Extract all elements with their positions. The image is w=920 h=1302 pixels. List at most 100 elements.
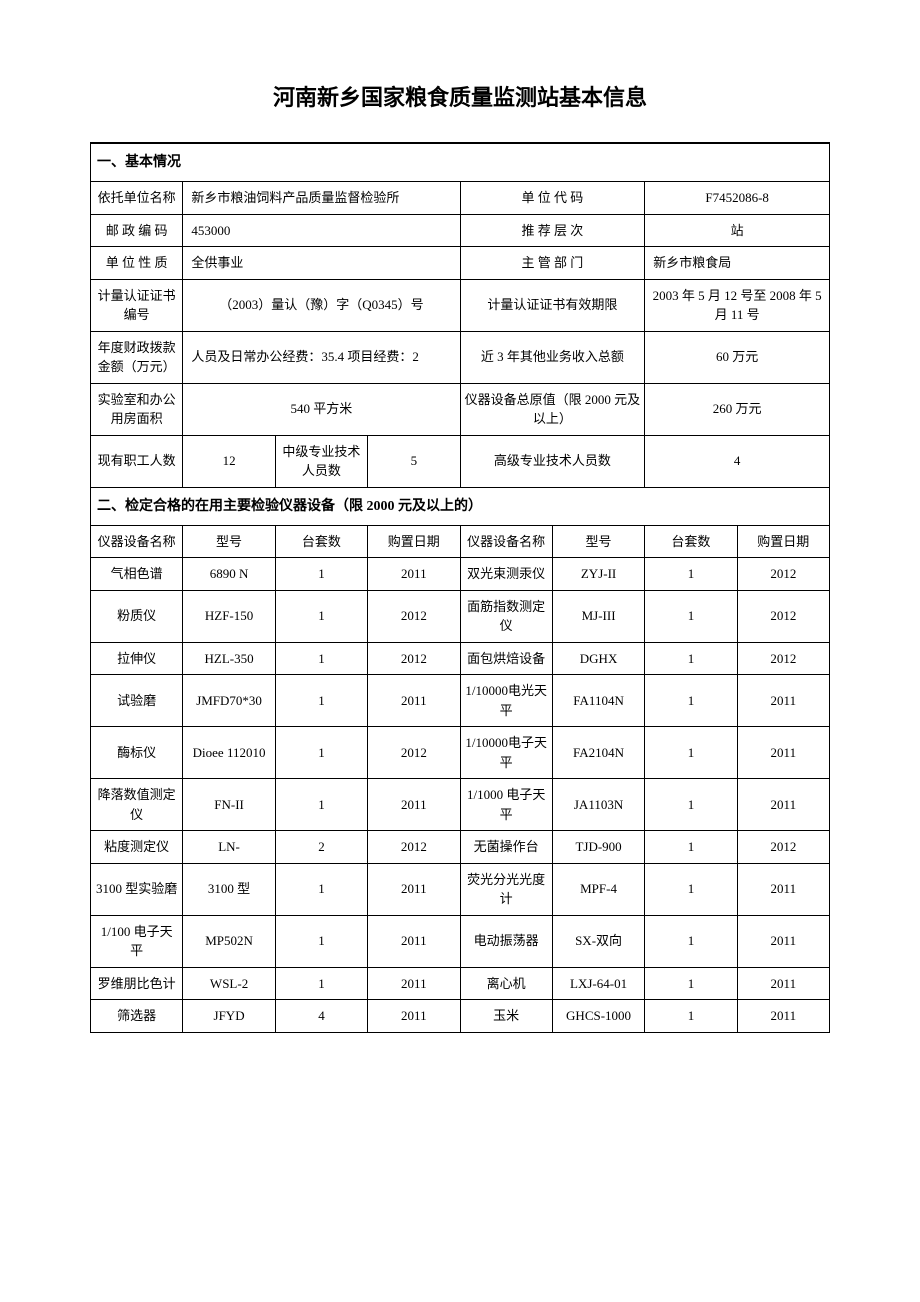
table-cell: JA1103N xyxy=(552,779,644,831)
table-cell: 粉质仪 xyxy=(91,590,183,642)
table-cell: 1 xyxy=(645,1000,737,1033)
table-cell: 2011 xyxy=(368,779,460,831)
table-cell: JFYD xyxy=(183,1000,275,1033)
table-row: 单 位 性 质 全供事业 主 管 部 门 新乡市粮食局 xyxy=(91,247,830,280)
label-unit-code: 单 位 代 码 xyxy=(460,182,645,215)
table-cell: 1 xyxy=(275,915,367,967)
table-cell: 1 xyxy=(645,779,737,831)
page-title: 河南新乡国家粮食质量监测站基本信息 xyxy=(90,80,830,112)
table-row: 试验磨JMFD70*30120111/10000电光天平FA1104N12011 xyxy=(91,675,830,727)
table-cell: FA2104N xyxy=(552,727,644,779)
table-cell: 1 xyxy=(645,863,737,915)
table-cell: HZL-350 xyxy=(183,642,275,675)
value-staff: 12 xyxy=(183,435,275,487)
table-cell: 4 xyxy=(275,1000,367,1033)
table-row: 年度财政拨款金额（万元） 人员及日常办公经费：35.4 项目经费：2 近 3 年… xyxy=(91,331,830,383)
table-cell: 面包烘焙设备 xyxy=(460,642,552,675)
table-cell: 荧光分光光度计 xyxy=(460,863,552,915)
label-supervisor: 主 管 部 门 xyxy=(460,247,645,280)
table-cell: 3100 型实验磨 xyxy=(91,863,183,915)
table-cell: 1 xyxy=(645,915,737,967)
table-cell: 2011 xyxy=(368,675,460,727)
table-row: 粉质仪HZF-15012012面筋指数测定仪MJ-III12012 xyxy=(91,590,830,642)
label-mid-tech: 中级专业技术人员数 xyxy=(275,435,367,487)
table-cell: 3100 型 xyxy=(183,863,275,915)
table-cell: 玉米 xyxy=(460,1000,552,1033)
table-cell: 2011 xyxy=(737,779,829,831)
table-cell: 1 xyxy=(645,967,737,1000)
value-income: 60 万元 xyxy=(645,331,830,383)
table-cell: 2011 xyxy=(737,863,829,915)
table-row: 邮 政 编 码 453000 推 荐 层 次 站 xyxy=(91,214,830,247)
table-cell: 拉伸仪 xyxy=(91,642,183,675)
table-row: 依托单位名称 新乡市粮油饲料产品质量监督检验所 单 位 代 码 F7452086… xyxy=(91,182,830,215)
table-cell: 2012 xyxy=(737,642,829,675)
table-cell: 1 xyxy=(275,779,367,831)
label-staff: 现有职工人数 xyxy=(91,435,183,487)
col-header: 台套数 xyxy=(275,525,367,558)
table-cell: 1/100 电子天平 xyxy=(91,915,183,967)
col-header: 台套数 xyxy=(645,525,737,558)
label-fund: 年度财政拨款金额（万元） xyxy=(91,331,183,383)
table-row: 1/100 电子天平MP502N12011电动振荡器SX-双向12011 xyxy=(91,915,830,967)
value-fund: 人员及日常办公经费：35.4 项目经费：2 xyxy=(183,331,460,383)
table-row: 计量认证证书编号 （2003）量认（豫）字（Q0345）号 计量认证证书有效期限… xyxy=(91,279,830,331)
value-equip-val: 260 万元 xyxy=(645,383,830,435)
table-cell: 离心机 xyxy=(460,967,552,1000)
table-cell: 1 xyxy=(275,967,367,1000)
table-cell: 1 xyxy=(275,675,367,727)
table-cell: SX-双向 xyxy=(552,915,644,967)
table-cell: FN-II xyxy=(183,779,275,831)
table-cell: 2012 xyxy=(368,642,460,675)
table-cell: 2011 xyxy=(737,915,829,967)
label-org-name: 依托单位名称 xyxy=(91,182,183,215)
table-cell: 2011 xyxy=(368,967,460,1000)
table-cell: JMFD70*30 xyxy=(183,675,275,727)
table-cell: 酶标仪 xyxy=(91,727,183,779)
table-cell: HZF-150 xyxy=(183,590,275,642)
table-row: 酶标仪Dioee 112010120121/10000电子天平FA2104N12… xyxy=(91,727,830,779)
table-cell: 2012 xyxy=(368,831,460,864)
value-senior-tech: 4 xyxy=(645,435,830,487)
value-cert-valid: 2003 年 5 月 12 号至 2008 年 5 月 11 号 xyxy=(645,279,830,331)
table-cell: 1 xyxy=(645,590,737,642)
table-cell: 1/10000电子天平 xyxy=(460,727,552,779)
table-row: 罗维朋比色计WSL-212011离心机LXJ-64-0112011 xyxy=(91,967,830,1000)
table-cell: GHCS-1000 xyxy=(552,1000,644,1033)
section2-header: 二、检定合格的在用主要检验仪器设备（限 2000 元及以上的） xyxy=(91,487,830,525)
label-senior-tech: 高级专业技术人员数 xyxy=(460,435,645,487)
table-cell: 罗维朋比色计 xyxy=(91,967,183,1000)
value-cert-no: （2003）量认（豫）字（Q0345）号 xyxy=(183,279,460,331)
table-cell: 2012 xyxy=(368,727,460,779)
section1-header: 一、基本情况 xyxy=(91,143,830,182)
table-cell: 2012 xyxy=(737,831,829,864)
table-cell: 1 xyxy=(645,831,737,864)
table-cell: 2011 xyxy=(737,727,829,779)
table-cell: FA1104N xyxy=(552,675,644,727)
table-row: 拉伸仪HZL-35012012面包烘焙设备DGHX12012 xyxy=(91,642,830,675)
value-unit-code: F7452086-8 xyxy=(645,182,830,215)
table-cell: 2012 xyxy=(737,558,829,591)
label-unit-nature: 单 位 性 质 xyxy=(91,247,183,280)
table-cell: MPF-4 xyxy=(552,863,644,915)
col-header: 型号 xyxy=(183,525,275,558)
table-cell: 1 xyxy=(275,863,367,915)
table-cell: 1 xyxy=(275,727,367,779)
table-cell: 2 xyxy=(275,831,367,864)
value-org-name: 新乡市粮油饲料产品质量监督检验所 xyxy=(183,182,460,215)
label-cert-valid: 计量认证证书有效期限 xyxy=(460,279,645,331)
table-cell: 1 xyxy=(275,558,367,591)
table-cell: 无菌操作台 xyxy=(460,831,552,864)
table-row: 现有职工人数 12 中级专业技术人员数 5 高级专业技术人员数 4 xyxy=(91,435,830,487)
label-area: 实验室和办公用房面积 xyxy=(91,383,183,435)
table-cell: 1 xyxy=(645,727,737,779)
table-row: 气相色谱6890 N12011双光束测汞仪ZYJ-II12012 xyxy=(91,558,830,591)
table-cell: LN- xyxy=(183,831,275,864)
table-cell: 2012 xyxy=(368,590,460,642)
label-income: 近 3 年其他业务收入总额 xyxy=(460,331,645,383)
label-cert-no: 计量认证证书编号 xyxy=(91,279,183,331)
label-equip-val: 仪器设备总原值（限 2000 元及以上） xyxy=(460,383,645,435)
table-cell: 1 xyxy=(645,642,737,675)
value-area: 540 平方米 xyxy=(183,383,460,435)
table-cell: 2011 xyxy=(737,1000,829,1033)
